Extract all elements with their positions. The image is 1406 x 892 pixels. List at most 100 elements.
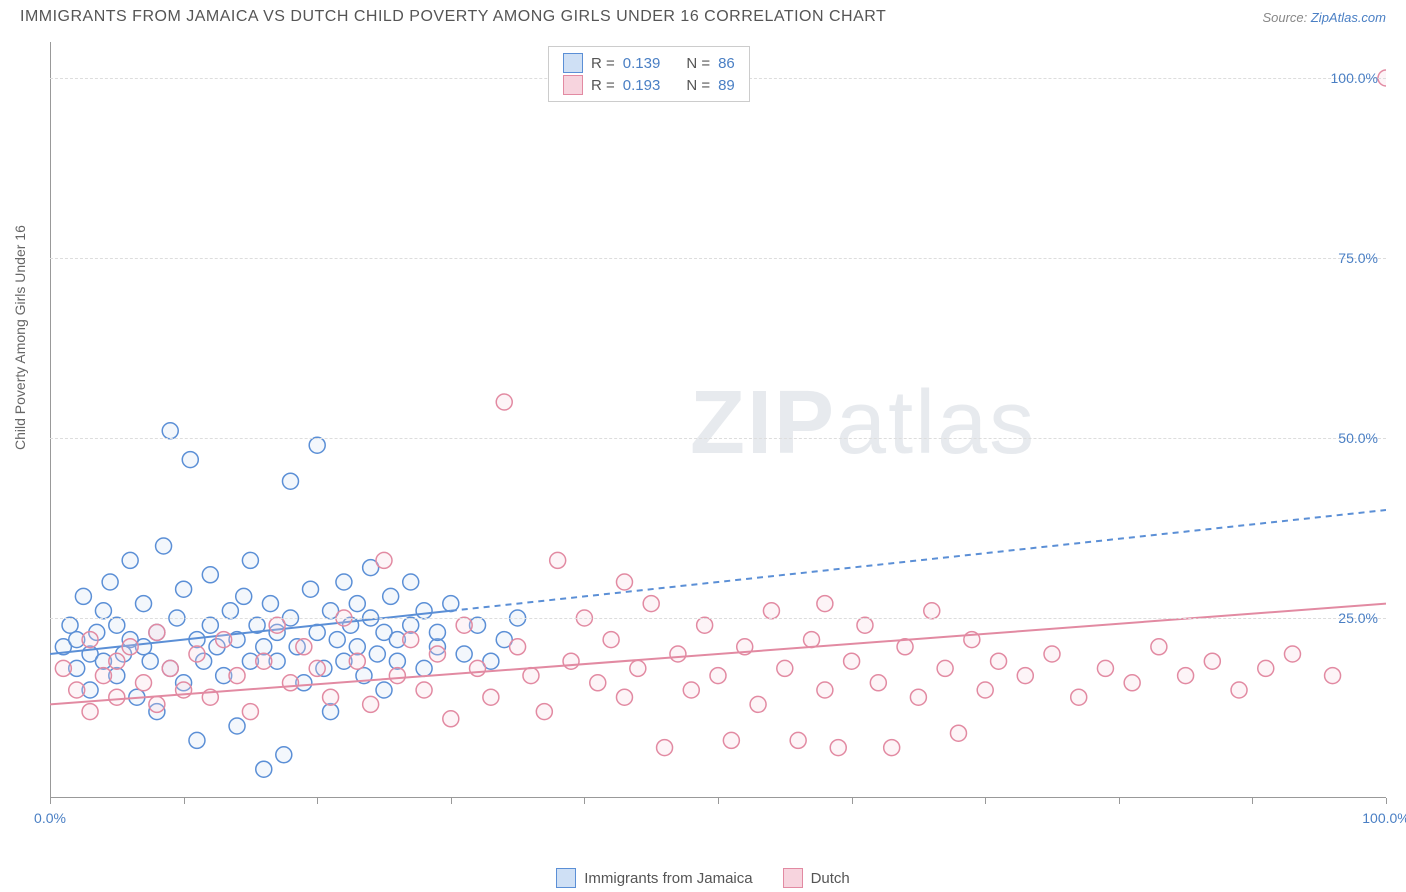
data-point xyxy=(309,437,325,453)
series-swatch xyxy=(563,53,583,73)
data-point xyxy=(1231,682,1247,698)
data-point xyxy=(303,581,319,597)
data-point xyxy=(1204,653,1220,669)
data-point xyxy=(202,567,218,583)
legend-swatch xyxy=(783,868,803,888)
data-point xyxy=(176,581,192,597)
data-point xyxy=(349,653,365,669)
data-point xyxy=(416,603,432,619)
x-tick xyxy=(852,798,853,804)
data-point xyxy=(109,617,125,633)
data-point xyxy=(884,740,900,756)
data-point xyxy=(269,617,285,633)
data-point xyxy=(336,574,352,590)
x-tick xyxy=(317,798,318,804)
scatter-plot xyxy=(50,42,1386,832)
data-point xyxy=(122,552,138,568)
legend-item: Immigrants from Jamaica xyxy=(556,868,752,888)
data-point xyxy=(1097,660,1113,676)
data-point xyxy=(256,639,272,655)
data-point xyxy=(189,732,205,748)
data-point xyxy=(403,632,419,648)
x-tick xyxy=(1119,798,1120,804)
stat-row: R = 0.193 N = 89 xyxy=(563,75,735,95)
r-value: 0.139 xyxy=(623,55,661,72)
data-point xyxy=(363,696,379,712)
data-point xyxy=(182,452,198,468)
data-point xyxy=(95,603,111,619)
data-point xyxy=(229,718,245,734)
data-point xyxy=(349,639,365,655)
data-point xyxy=(323,689,339,705)
data-point xyxy=(109,689,125,705)
data-point xyxy=(616,689,632,705)
data-point xyxy=(857,617,873,633)
data-point xyxy=(309,660,325,676)
y-tick-label: 25.0% xyxy=(1338,610,1378,626)
data-point xyxy=(256,761,272,777)
y-tick-label: 100.0% xyxy=(1331,70,1378,86)
grid-line xyxy=(50,258,1386,259)
source-link[interactable]: ZipAtlas.com xyxy=(1311,10,1386,25)
data-point xyxy=(55,660,71,676)
x-tick xyxy=(718,798,719,804)
data-point xyxy=(82,704,98,720)
data-point xyxy=(329,632,345,648)
data-point xyxy=(416,682,432,698)
stat-row: R =0.139N =86 xyxy=(563,53,735,73)
data-point xyxy=(376,682,392,698)
data-point xyxy=(817,596,833,612)
data-point xyxy=(910,689,926,705)
legend-swatch xyxy=(556,868,576,888)
data-point xyxy=(496,394,512,410)
data-point xyxy=(1284,646,1300,662)
r-label: R = xyxy=(591,77,615,94)
data-point xyxy=(790,732,806,748)
data-point xyxy=(376,552,392,568)
data-point xyxy=(510,639,526,655)
data-point xyxy=(262,596,278,612)
data-point xyxy=(389,668,405,684)
data-point xyxy=(777,660,793,676)
data-point xyxy=(670,646,686,662)
x-tick xyxy=(451,798,452,804)
data-point xyxy=(456,646,472,662)
data-point xyxy=(229,668,245,684)
n-value: 89 xyxy=(718,77,735,94)
data-point xyxy=(590,675,606,691)
data-point xyxy=(1178,668,1194,684)
data-point xyxy=(817,682,833,698)
data-point xyxy=(149,624,165,640)
data-point xyxy=(830,740,846,756)
data-point xyxy=(222,603,238,619)
legend-label: Immigrants from Jamaica xyxy=(584,870,752,887)
data-point xyxy=(697,617,713,633)
data-point xyxy=(763,603,779,619)
data-point xyxy=(369,646,385,662)
x-tick xyxy=(1386,798,1387,804)
x-tick xyxy=(985,798,986,804)
grid-line xyxy=(50,438,1386,439)
r-value: 0.193 xyxy=(623,77,661,94)
data-point xyxy=(383,588,399,604)
data-point xyxy=(616,574,632,590)
data-point xyxy=(276,747,292,763)
data-point xyxy=(657,740,673,756)
data-point xyxy=(977,682,993,698)
data-point xyxy=(723,732,739,748)
data-point xyxy=(1124,675,1140,691)
grid-line xyxy=(50,618,1386,619)
data-point xyxy=(323,704,339,720)
data-point xyxy=(122,639,138,655)
data-point xyxy=(156,538,172,554)
data-point xyxy=(75,588,91,604)
x-tick xyxy=(184,798,185,804)
x-tick-label: 0.0% xyxy=(34,810,66,826)
data-point xyxy=(950,725,966,741)
n-label: N = xyxy=(686,77,710,94)
trend-line-dashed xyxy=(451,510,1386,611)
data-point xyxy=(1071,689,1087,705)
data-point xyxy=(991,653,1007,669)
data-point xyxy=(162,660,178,676)
data-point xyxy=(282,675,298,691)
